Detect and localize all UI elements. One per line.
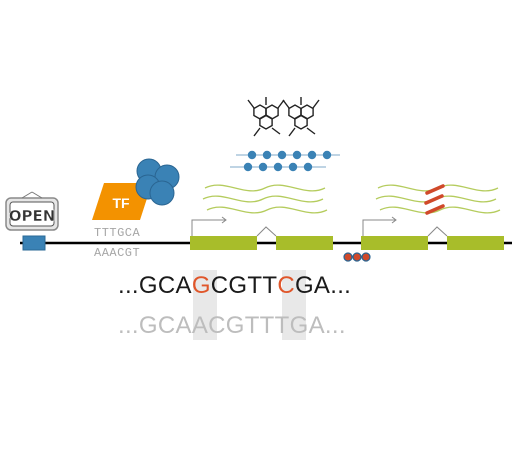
exon-gene2-b (447, 236, 504, 250)
nucleosome-bead-top-3 (292, 150, 302, 160)
transcripts-gene1 (202, 184, 328, 214)
intron-gene2 (427, 226, 448, 237)
tf-motif-bottom: AAACGT (94, 246, 141, 260)
nucleosome-bead-top-4 (307, 150, 317, 160)
reference-sequence: ...GCAGCGTTCGA... (118, 272, 351, 300)
nucleosome-bead-bottom-2 (273, 162, 283, 172)
nucleosome-bead-bottom-4 (303, 162, 313, 172)
protein-complex (135, 158, 180, 206)
nucleosome-bead-top-5 (322, 150, 332, 160)
tss-arrow-gene2 (362, 216, 397, 236)
ref-snp1: G (191, 272, 211, 299)
exon-gene1-a (190, 236, 257, 250)
alt-middle: CGTT (208, 312, 275, 339)
nucleosome-bead-top-2 (277, 150, 287, 160)
ref-prefix: ...GCA (118, 272, 192, 299)
alt-prefix: ...GCA (118, 312, 192, 339)
tss-arrow-gene1 (191, 216, 227, 236)
ref-suffix: GA... (294, 272, 352, 299)
tf-label: TF (112, 195, 130, 211)
alt-suffix: GA... (289, 312, 346, 339)
nucleosome-bead-bottom-1 (258, 162, 268, 172)
snp2-highlight (282, 270, 306, 340)
intron-gene1 (256, 226, 277, 237)
open-sign-text: OPEN (9, 207, 56, 225)
variant-marks (424, 184, 445, 215)
exon-gene2-a (361, 236, 428, 250)
snp1-highlight (193, 270, 217, 340)
ref-middle: CGTT (210, 272, 278, 299)
compound-structure-1 (247, 97, 285, 137)
alt-snp1: A (191, 312, 209, 339)
alternate-sequence: ...GCAACGTTTGA... (118, 312, 346, 340)
tf-motif-top: TTTGCA (94, 226, 141, 240)
exon-gene1-b (276, 236, 333, 250)
nucleosome-string-top (236, 150, 340, 160)
nucleosome-bead-top-1 (262, 150, 272, 160)
methylation-marks (343, 252, 371, 262)
open-sign: OPEN (5, 191, 59, 231)
ref-snp2: C (277, 272, 295, 299)
nucleosome-bead-bottom-3 (288, 162, 298, 172)
regulatory-element-box (22, 235, 46, 251)
compound-structure-2 (282, 97, 320, 137)
nucleosome-string-bottom (230, 162, 326, 172)
alt-snp2: T (274, 312, 290, 339)
nucleosome-bead-bottom-0 (243, 162, 253, 172)
nucleosome-bead-top-0 (247, 150, 257, 160)
chemical-compounds (247, 97, 320, 137)
